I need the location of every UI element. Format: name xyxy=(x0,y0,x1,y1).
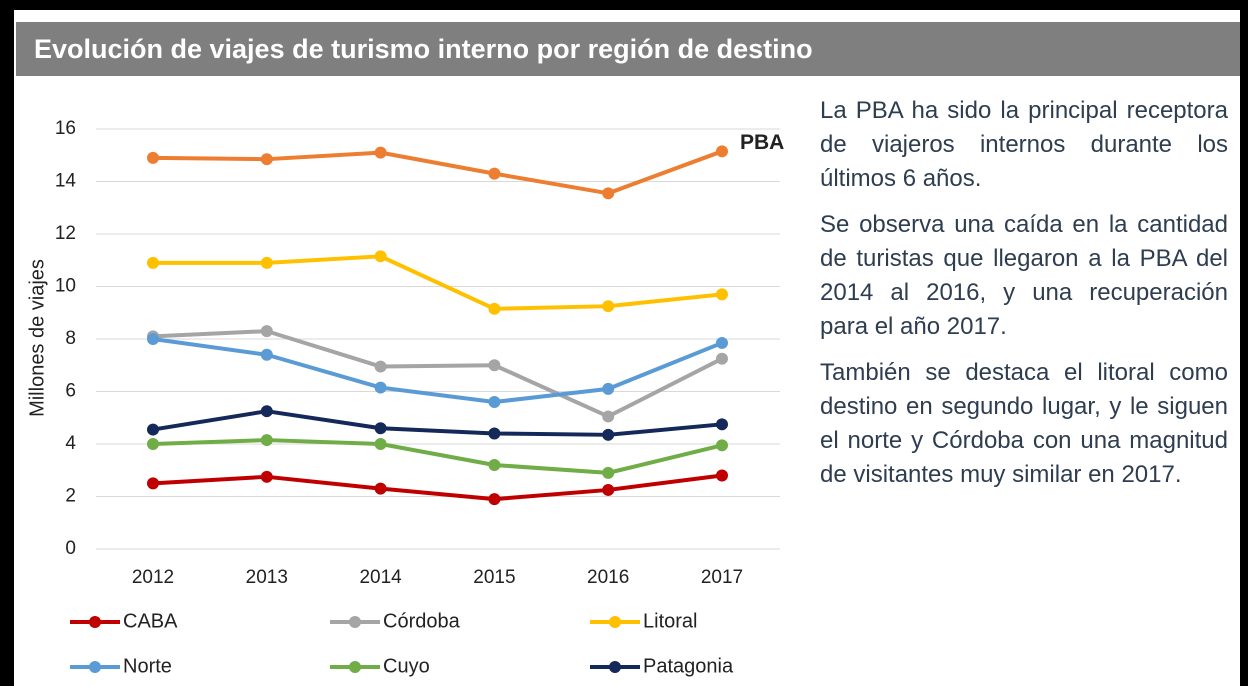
y-tick-label: 10 xyxy=(55,276,76,297)
legend-marker xyxy=(349,661,361,673)
point xyxy=(602,187,615,200)
series-line xyxy=(152,409,723,437)
point xyxy=(488,167,501,180)
point xyxy=(260,348,273,361)
point xyxy=(374,381,387,394)
point xyxy=(602,410,615,423)
point xyxy=(260,434,273,447)
point xyxy=(716,352,728,365)
point xyxy=(488,359,501,372)
title-bar: Evolución de viajes de turismo interno p… xyxy=(16,22,1240,76)
point xyxy=(602,382,615,395)
y-tick-label: 8 xyxy=(65,328,76,349)
point xyxy=(716,439,728,452)
point xyxy=(260,405,273,418)
point xyxy=(602,428,615,441)
series-label: PBA xyxy=(740,131,784,154)
point xyxy=(147,256,159,269)
x-tick-label: 2017 xyxy=(701,567,743,588)
point xyxy=(147,333,159,345)
series-line xyxy=(153,254,723,311)
point xyxy=(147,151,159,164)
legend-label: CABA xyxy=(123,610,178,632)
point xyxy=(260,325,273,338)
point xyxy=(374,438,387,450)
series-line xyxy=(152,329,723,419)
y-tick-label: 16 xyxy=(55,118,76,139)
y-tick-label: 14 xyxy=(55,171,77,192)
legend-marker xyxy=(89,661,101,673)
point xyxy=(147,423,159,436)
y-tick-label: 4 xyxy=(65,433,76,454)
point xyxy=(374,482,387,495)
point xyxy=(374,250,387,263)
series-line xyxy=(152,438,723,475)
point xyxy=(488,493,501,506)
y-tick-label: 12 xyxy=(55,223,76,244)
point xyxy=(260,256,273,269)
paragraph: También se destaca el litoral como desti… xyxy=(820,359,1228,488)
legend-label: Litoral xyxy=(643,610,697,632)
point xyxy=(374,146,387,159)
point xyxy=(488,459,501,471)
legend-label: Córdoba xyxy=(383,610,461,632)
y-tick-label: 0 xyxy=(65,538,76,559)
text-block: La PBA ha sido la principal receptora de… xyxy=(820,94,1228,504)
series-line xyxy=(152,337,723,404)
y-tick-label: 2 xyxy=(65,486,76,507)
title: Evolución de viajes de turismo interno p… xyxy=(34,34,813,64)
point xyxy=(374,360,387,373)
point xyxy=(147,477,159,490)
point xyxy=(147,438,159,450)
legend-label: Patagonia xyxy=(643,655,734,677)
paragraph: La PBA ha sido la principal receptora de… xyxy=(820,97,1228,192)
y-axis-label: Millones de viajes xyxy=(26,259,48,417)
point xyxy=(602,300,615,313)
series-line xyxy=(152,473,723,502)
legend-label: Cuyo xyxy=(383,655,430,677)
point xyxy=(716,469,728,482)
point xyxy=(716,145,728,158)
legend-marker xyxy=(89,616,101,628)
x-tick-label: 2014 xyxy=(359,567,402,588)
point xyxy=(260,470,273,483)
point xyxy=(716,288,728,301)
point xyxy=(488,427,501,440)
legend-marker xyxy=(349,616,361,628)
x-tick-label: 2015 xyxy=(473,567,515,588)
point xyxy=(602,483,615,496)
legend-marker xyxy=(609,616,621,628)
legend-marker xyxy=(609,661,621,673)
x-tick-label: 2016 xyxy=(587,567,629,588)
point xyxy=(488,396,501,408)
x-tick-label: 2012 xyxy=(132,567,174,588)
point xyxy=(260,153,273,166)
point xyxy=(488,302,501,315)
legend-label: Norte xyxy=(123,655,172,677)
point xyxy=(602,466,615,479)
series-line xyxy=(152,149,723,196)
paragraph: Se observa una caída en la cantidad de t… xyxy=(820,211,1228,340)
x-tick-label: 2013 xyxy=(246,567,288,588)
y-tick-label: 6 xyxy=(65,381,76,402)
point xyxy=(716,336,728,349)
point xyxy=(716,418,728,431)
point xyxy=(374,422,387,435)
